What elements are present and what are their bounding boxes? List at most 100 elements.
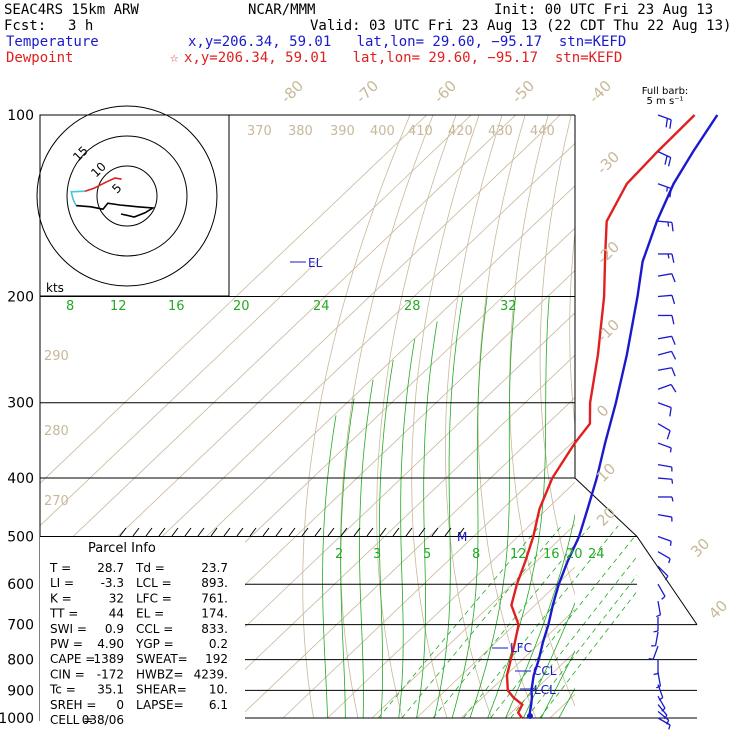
barb-flag <box>671 367 676 377</box>
barb-staff <box>652 645 659 660</box>
parcel-key: Tc = <box>49 683 76 697</box>
moist-adiabat-line <box>340 398 355 718</box>
barb-flag <box>666 430 671 440</box>
barb-flag <box>661 595 666 600</box>
hash-tick <box>379 527 387 537</box>
pressure-label: 100 <box>7 108 34 124</box>
wind-barb <box>651 631 659 647</box>
barb-flag <box>664 155 668 165</box>
wind-barb <box>657 477 674 484</box>
barb-staff <box>657 672 662 687</box>
wind-barb <box>656 601 662 618</box>
moist-adiabat-line <box>416 321 438 719</box>
wind-barb <box>658 253 675 263</box>
theta-label: 370 <box>247 124 272 139</box>
barb-staff <box>657 684 664 698</box>
barb-staff <box>657 151 671 159</box>
hash-tick <box>431 527 439 537</box>
parcel-key: CAPE = <box>50 652 95 666</box>
hash-tick <box>262 527 270 537</box>
fcst-label: Fcst: <box>4 18 47 34</box>
mixing-ratio-line <box>377 525 541 719</box>
barb-flag <box>669 407 672 417</box>
moist-adiabat-line <box>522 601 575 719</box>
mixing-ratio-line <box>432 525 591 719</box>
hash-tick <box>301 527 309 537</box>
barb-staff <box>657 114 672 121</box>
barb-staff <box>657 551 671 560</box>
isotherm-line <box>460 608 575 719</box>
org-label: NCAR/MMM <box>248 2 316 18</box>
isotherm-line <box>193 354 575 719</box>
hodograph-trace <box>70 190 86 206</box>
valid-time: Valid: 03 UTC Fri 23 Aug 13 (22 CDT Thu … <box>310 18 732 34</box>
parcel-value: 761. <box>201 591 228 605</box>
hash-tick <box>327 527 335 537</box>
wind-barb <box>657 367 676 377</box>
theta-label: 400 <box>370 124 395 139</box>
dry-adiabat-lines <box>302 115 740 719</box>
parcel-value: 192 <box>205 652 228 666</box>
hash-tick <box>132 527 140 537</box>
wind-barb <box>657 423 671 440</box>
mixing-ratio-label: 20 <box>566 547 583 562</box>
model-title: SEAC4RS 15km ARW <box>4 2 139 18</box>
frame-diagonal <box>574 477 698 625</box>
barb-staff <box>657 367 672 371</box>
barb-flag <box>669 447 672 453</box>
hash-tick <box>340 527 348 537</box>
barb-staff <box>657 695 666 709</box>
dry-adiabat-line <box>626 115 740 718</box>
isotherm-line <box>149 312 575 719</box>
dry-adiabat-line <box>509 115 575 707</box>
hash-tick <box>288 527 296 537</box>
isotherm-label: 0 <box>593 401 612 420</box>
parcel-value: 4239. <box>194 667 228 681</box>
parcel-info-box <box>40 537 245 721</box>
barb-flag <box>669 188 672 198</box>
dry-adiabat-line <box>653 115 740 718</box>
barb-flag <box>671 222 674 232</box>
wind-barb <box>657 151 672 167</box>
barb-flag <box>671 295 676 305</box>
parcel-value: -172 <box>97 667 124 681</box>
barb-flag <box>664 575 669 581</box>
isotherm-line <box>327 481 575 719</box>
theta-label: 420 <box>448 124 473 139</box>
wind-barb <box>653 659 659 676</box>
hodograph-ring <box>66 135 188 257</box>
hodograph-ring <box>36 105 218 287</box>
hash-tick <box>444 527 452 537</box>
barb-flag <box>668 558 671 564</box>
parcel-value: 44 <box>109 607 124 621</box>
barb-staff <box>657 273 672 277</box>
temperature-legend: Temperature <box>6 34 99 50</box>
parcel-value: 23.7 <box>201 561 228 575</box>
parcel-key: LCL = <box>136 576 172 590</box>
parcel-key: K = <box>50 591 72 605</box>
temperature-line <box>528 114 719 719</box>
isotherm-label: 40 <box>705 597 731 623</box>
mixing-ratio-line <box>462 525 619 719</box>
parcel-key: HWBZ= <box>136 667 183 681</box>
barb-flag <box>670 384 677 393</box>
barb-staff <box>657 565 669 577</box>
mixing-ratio-label: 12 <box>510 547 527 562</box>
theta-label: 380 <box>288 124 313 139</box>
barb-flag <box>670 351 677 360</box>
hash-tick <box>197 527 205 537</box>
pressure-label: 1000 <box>0 711 34 727</box>
mixing-ratio-label: 24 <box>588 547 605 562</box>
isotherm-line <box>282 439 575 719</box>
barb-flag <box>665 118 669 128</box>
barb-staff <box>657 710 670 721</box>
parcel-key: YGP = <box>135 637 174 651</box>
barb-staff <box>657 402 672 409</box>
mixing-ratio-label: 8 <box>472 547 480 562</box>
pressure-label: 200 <box>7 290 34 306</box>
hash-tick <box>392 527 400 537</box>
wind-barb <box>658 314 675 325</box>
dry-adiabat-line <box>411 115 480 719</box>
parcel-key: Td = <box>135 561 165 575</box>
